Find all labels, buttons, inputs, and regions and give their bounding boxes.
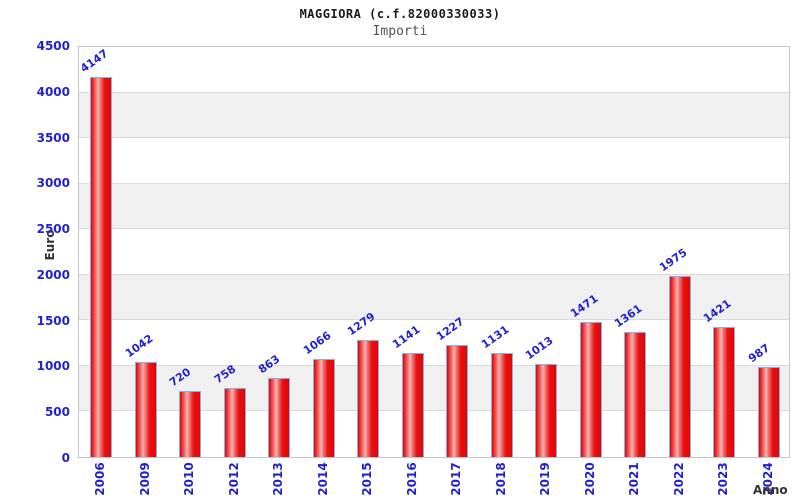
bar-2023 [713, 326, 736, 457]
grid-band [79, 183, 789, 230]
y-tick-label: 1500 [36, 313, 70, 328]
y-tick-label: 4000 [36, 84, 70, 99]
plot-area: 4147 1042 720 758 863 1066 1279 1141 1227 1131 101… [78, 46, 790, 458]
bar-2014 [312, 359, 335, 457]
chart-title: MAGGIORA (c.f.82000330033) [299, 7, 501, 21]
x-tick-label: 2019 [538, 462, 553, 496]
bar-2019 [535, 364, 558, 457]
y-tick-label: 2000 [36, 267, 70, 282]
bar-2020 [579, 322, 602, 457]
x-axis-label: Anno [753, 483, 788, 497]
x-tick-label: 2022 [671, 462, 686, 496]
x-tick-label: 2018 [493, 462, 508, 496]
x-tick-label: 2014 [315, 462, 330, 496]
x-tick-label: 2016 [404, 462, 419, 496]
grid-band [79, 229, 789, 275]
bar-2009 [134, 361, 157, 457]
bar-2015 [357, 339, 380, 457]
grid-band [79, 92, 789, 139]
x-tick-label: 2010 [182, 462, 197, 496]
bar-2022 [668, 276, 691, 457]
x-tick-label: 2009 [137, 462, 152, 496]
bar-2006 [90, 77, 113, 457]
y-tick-label: 0 [61, 451, 70, 465]
y-tick-label: 3000 [36, 176, 70, 191]
bar-2017 [446, 344, 469, 457]
x-tick-label: 2015 [360, 462, 375, 496]
bar-2010 [179, 391, 202, 457]
bar-2021 [624, 332, 647, 457]
x-tick-label: 2013 [271, 462, 286, 496]
bar-2013 [268, 378, 291, 457]
grid-band [79, 320, 789, 366]
x-tick-label: 2017 [449, 462, 464, 496]
x-tick-label: 2020 [582, 462, 597, 496]
bar-2016 [401, 352, 424, 457]
bar-2012 [223, 387, 246, 457]
x-tick-label: 2023 [716, 462, 731, 496]
x-tick-label: 2021 [627, 462, 642, 496]
y-tick-label: 4500 [36, 39, 70, 53]
y-tick-label: 1000 [36, 359, 70, 374]
y-tick-label: 3500 [36, 130, 70, 145]
grid-band [79, 138, 789, 184]
bar-2024 [757, 366, 780, 457]
y-tick-label: 500 [44, 405, 70, 420]
x-tick-label: 2012 [226, 462, 241, 496]
x-tick-label: 2006 [93, 462, 108, 496]
y-tick-label: 2500 [36, 222, 70, 237]
bar-2018 [490, 353, 513, 457]
chart-subtitle: Importi [372, 24, 428, 39]
grid-band [79, 47, 789, 93]
